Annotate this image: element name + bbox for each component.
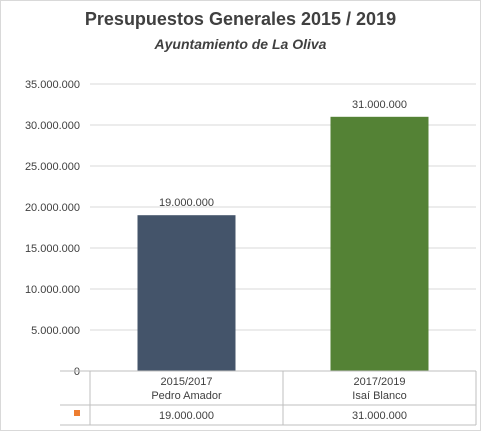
data-labels: 19.000.000 31.000.000 xyxy=(159,99,407,209)
category-label: 2015/2017 xyxy=(161,376,213,388)
chart-title: Presupuestos Generales 2015 / 2019 xyxy=(84,9,397,29)
category-sublabel: Isaí Blanco xyxy=(352,390,406,402)
y-axis-tick-labels: 0 5.000.000 10.000.000 15.000.000 20.000.000… xyxy=(25,79,80,378)
y-tick-label: 30.000.000 xyxy=(25,120,80,132)
y-tick-label: 35.000.000 xyxy=(25,79,80,91)
table-value: 19.000.000 xyxy=(159,410,214,422)
bar xyxy=(330,116,429,371)
orange-square-icon xyxy=(74,410,80,416)
data-table: 2015/2017 Pedro Amador 19.000.000 2017/2019… xyxy=(60,370,477,426)
y-tick-label: 10.000.000 xyxy=(25,284,80,296)
bars xyxy=(137,116,429,371)
table-value: 31.000.000 xyxy=(352,410,407,422)
chart-subtitle: Ayuntamiento de La Oliva xyxy=(154,36,327,52)
y-tick-label: 0 xyxy=(74,366,80,378)
data-label: 19.000.000 xyxy=(159,197,214,209)
y-tick-label: 15.000.000 xyxy=(25,243,80,255)
category-label: 2017/2019 xyxy=(354,376,406,388)
y-tick-label: 25.000.000 xyxy=(25,161,80,173)
y-tick-label: 20.000.000 xyxy=(25,202,80,214)
bar xyxy=(137,215,236,371)
y-tick-label: 5.000.000 xyxy=(31,325,80,337)
category-sublabel: Pedro Amador xyxy=(151,390,222,402)
data-label: 31.000.000 xyxy=(352,99,407,111)
